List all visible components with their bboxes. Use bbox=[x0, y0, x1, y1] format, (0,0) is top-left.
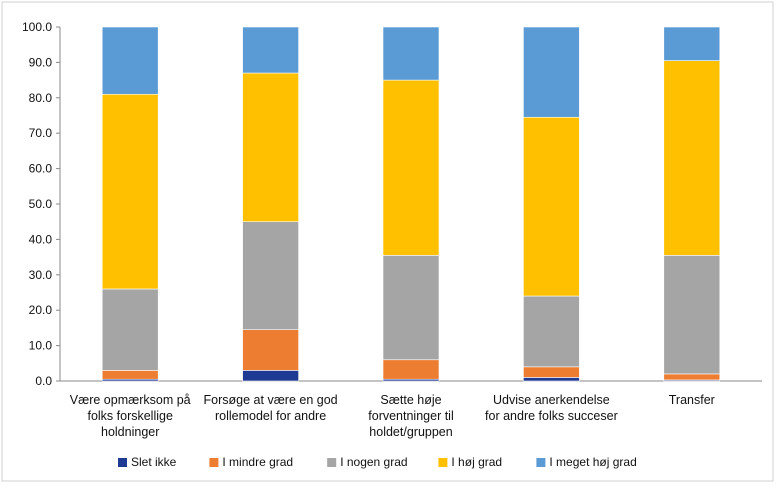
bar-segment-4-category-4 bbox=[523, 116, 580, 297]
bar-segment-3-category-3 bbox=[382, 255, 440, 361]
bar-segment-4-category-5 bbox=[663, 60, 721, 256]
y-tick-label: 100.0 bbox=[22, 20, 52, 34]
x-category-label: Sætte høje bbox=[380, 393, 441, 407]
bar-segment-4-category-2 bbox=[242, 72, 299, 222]
bar-segment-5-category-5 bbox=[663, 26, 721, 61]
x-category-label: Være opmærksom på bbox=[70, 393, 191, 407]
bar-segment-2-category-3 bbox=[382, 359, 440, 380]
y-tick-label: 40.0 bbox=[29, 232, 53, 246]
bar-segment-5-category-2 bbox=[242, 26, 299, 74]
legend-swatch bbox=[438, 458, 448, 467]
y-tick-label: 0.0 bbox=[35, 374, 52, 388]
bar-segment-1-category-2 bbox=[242, 370, 299, 382]
legend-swatch bbox=[209, 458, 219, 467]
bar-segment-3-category-2 bbox=[242, 221, 299, 330]
legend-label: I nogen grad bbox=[340, 455, 407, 469]
x-category-label: forventninger til bbox=[368, 409, 453, 423]
x-category-label: holdninger bbox=[101, 425, 159, 439]
y-tick-label: 80.0 bbox=[29, 91, 53, 105]
legend-label: Slet ikke bbox=[131, 455, 177, 469]
y-tick-label: 30.0 bbox=[29, 268, 53, 282]
bar-segment-5-category-4 bbox=[523, 26, 580, 118]
y-tick-label: 50.0 bbox=[29, 197, 53, 211]
legend-label: I høj grad bbox=[451, 455, 502, 469]
y-tick-label: 20.0 bbox=[29, 303, 53, 317]
x-category-labels: Være opmærksom på folks forskellige holdni… bbox=[70, 393, 715, 439]
x-category-label: Udvise anerkendelse bbox=[493, 393, 610, 407]
y-tick-labels: 0.0 10.0 20.0 30.0 40.0 50.0 60.0 70.0 80.0 90.0 1… bbox=[22, 20, 60, 388]
y-tick-label: 60.0 bbox=[29, 162, 53, 176]
bar-segment-3-category-4 bbox=[523, 295, 580, 368]
legend-swatch bbox=[536, 458, 546, 467]
legend-label: I meget høj grad bbox=[549, 455, 636, 469]
x-category-label: Transfer bbox=[669, 393, 715, 407]
x-category-label: folks forskellige bbox=[87, 409, 172, 423]
bar-segment-3-category-1 bbox=[101, 288, 159, 371]
bar-segment-2-category-5 bbox=[663, 373, 721, 381]
x-category-label: for andre folks succeser bbox=[485, 409, 618, 423]
bar-segment-5-category-3 bbox=[382, 26, 440, 81]
legend-swatch bbox=[327, 458, 337, 467]
bar-segment-2-category-4 bbox=[523, 366, 580, 378]
x-category-label: rollemodel for andre bbox=[215, 409, 326, 423]
bars bbox=[101, 26, 721, 382]
bar-segment-4-category-1 bbox=[101, 93, 159, 290]
y-tick-label: 70.0 bbox=[29, 126, 53, 140]
bar-segment-5-category-1 bbox=[101, 26, 159, 95]
y-tick-label: 90.0 bbox=[29, 55, 53, 69]
bar-segment-4-category-3 bbox=[382, 79, 440, 256]
x-category-label: Forsøge at være en god bbox=[204, 393, 338, 407]
bar-segment-2-category-2 bbox=[242, 329, 299, 371]
legend-label: I mindre grad bbox=[222, 455, 293, 469]
bar-segment-3-category-5 bbox=[663, 255, 721, 375]
legend-swatch bbox=[118, 458, 127, 467]
bar-segment-1-category-4 bbox=[523, 377, 580, 382]
bar-segment-2-category-1 bbox=[101, 370, 159, 380]
legend: Slet ikke I mindre grad I nogen grad I høj … bbox=[118, 455, 637, 469]
y-tick-label: 10.0 bbox=[29, 339, 53, 353]
x-category-label: holdet/gruppen bbox=[369, 425, 452, 439]
